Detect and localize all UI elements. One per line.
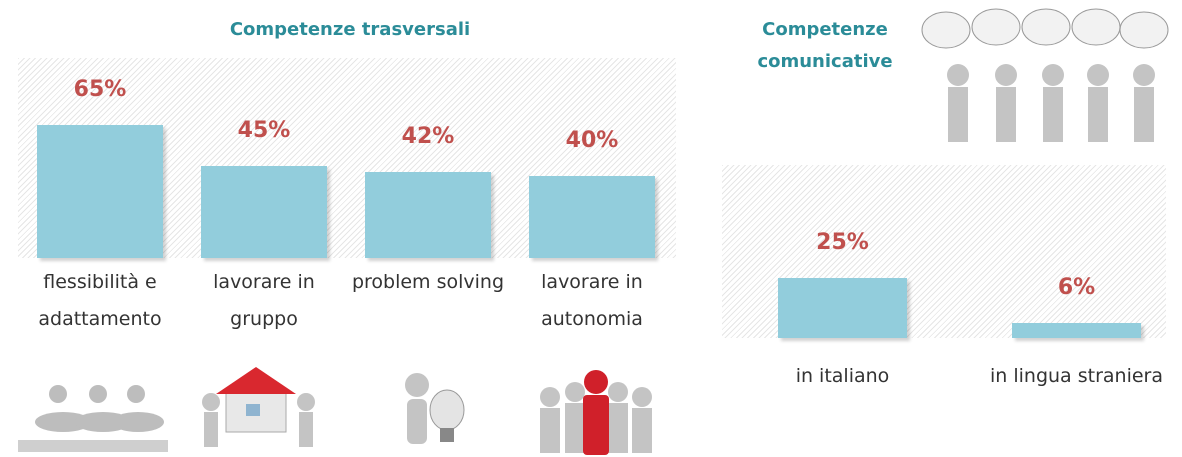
value-label: 42%: [378, 124, 478, 149]
bar: [529, 176, 655, 258]
stretching-figures-icon: [18, 372, 168, 457]
house-carriers-icon: [196, 362, 326, 457]
chart-title: Competenze comunicative: [740, 14, 910, 78]
value-label: 40%: [542, 128, 642, 153]
bar: [1012, 323, 1141, 338]
category-label: problem solving: [348, 264, 508, 301]
bar: [365, 172, 491, 258]
lightbulb-figure-icon: [392, 365, 482, 457]
bar: [37, 125, 163, 258]
value-label: 25%: [793, 230, 893, 255]
bar: [201, 166, 327, 258]
value-label: 65%: [50, 77, 150, 102]
bar: [778, 278, 907, 339]
page: {"chart_data": [ {"type": "bar", "title"…: [0, 0, 1182, 457]
category-label: lavorare in autonomia: [512, 264, 672, 338]
value-label: 45%: [214, 118, 314, 143]
category-label: flessibilità e adattamento: [20, 264, 180, 338]
category-label: in lingua straniera: [967, 358, 1182, 395]
speech-bubbles-icon: [918, 5, 1173, 155]
category-label: in italiano: [733, 358, 953, 395]
chart-title: Competenze trasversali: [200, 14, 500, 46]
category-label: lavorare in gruppo: [184, 264, 344, 338]
leader-figure-icon: [530, 362, 660, 457]
value-label: 6%: [1027, 275, 1127, 300]
